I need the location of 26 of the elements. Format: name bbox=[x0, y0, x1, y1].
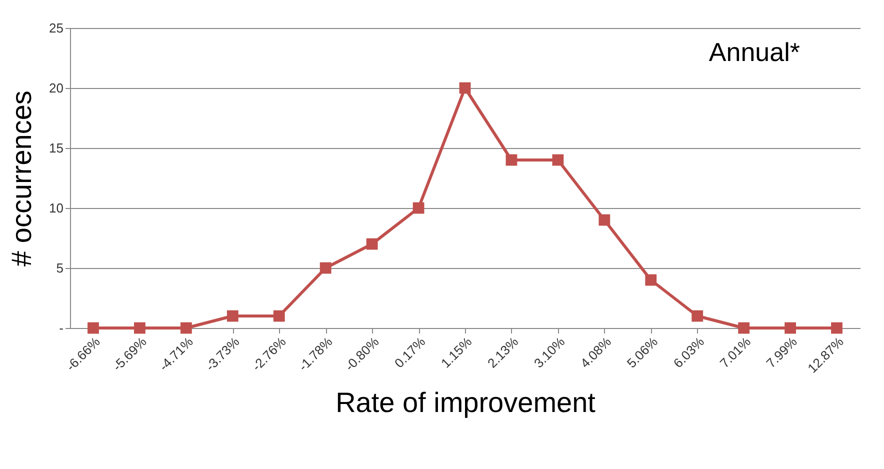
point bbox=[134, 322, 146, 334]
y-tick-label: 10 bbox=[49, 200, 64, 216]
point bbox=[180, 322, 192, 334]
y-tick-label: - bbox=[59, 320, 64, 336]
y-axis-title: # occurrences bbox=[6, 90, 38, 266]
point bbox=[412, 202, 424, 214]
point bbox=[273, 310, 285, 322]
point bbox=[320, 262, 332, 274]
point bbox=[645, 274, 657, 286]
y-tick-label: 5 bbox=[56, 260, 64, 276]
y-tick-label: 15 bbox=[49, 140, 64, 156]
point bbox=[831, 322, 842, 334]
point bbox=[506, 154, 518, 166]
point bbox=[552, 154, 564, 166]
point bbox=[366, 238, 378, 250]
point bbox=[598, 214, 610, 226]
point bbox=[738, 322, 750, 334]
point bbox=[226, 310, 238, 322]
point bbox=[784, 322, 796, 334]
annotation: Annual* bbox=[708, 37, 800, 67]
point bbox=[692, 310, 704, 322]
y-tick-label: 20 bbox=[49, 80, 64, 96]
y-tick-label: 25 bbox=[49, 20, 64, 36]
x-axis-title: Rate of improvement bbox=[336, 386, 596, 418]
point bbox=[88, 322, 99, 334]
point bbox=[459, 82, 471, 94]
